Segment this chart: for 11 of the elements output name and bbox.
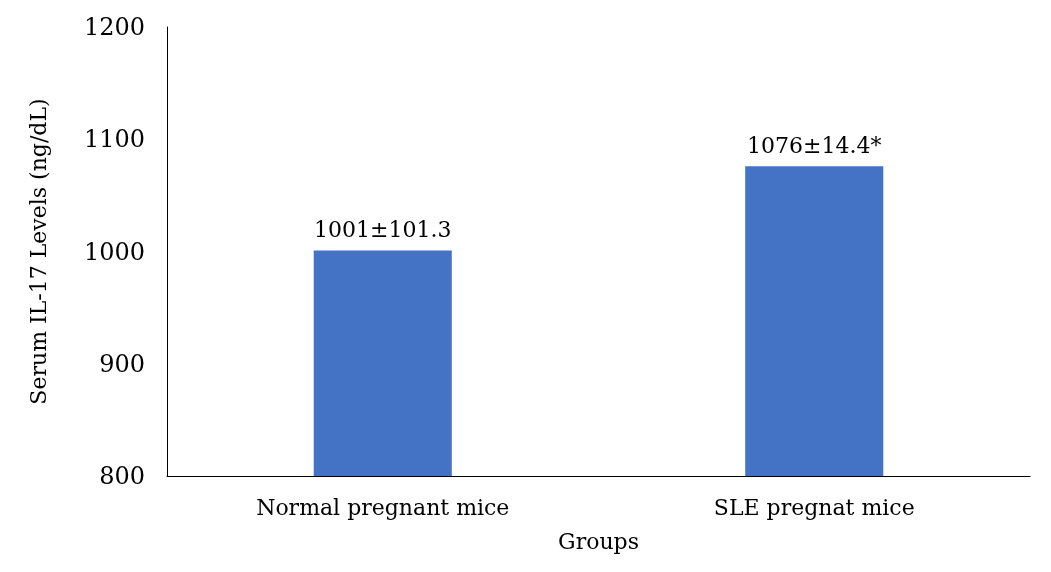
x-axis-title: Groups bbox=[558, 528, 639, 554]
x-tick-label: SLE pregnat mice bbox=[713, 494, 915, 520]
y-tick-label: 1000 bbox=[83, 237, 145, 266]
y-tick-label: 900 bbox=[99, 349, 145, 378]
y-tick-label: 1100 bbox=[83, 125, 145, 154]
data-label: 1076±14.4* bbox=[747, 132, 882, 158]
y-tick-label: 800 bbox=[99, 462, 145, 490]
y-axis-title: Serum IL-17 Levels (ng/dL) bbox=[25, 98, 51, 405]
x-tick-label: Normal pregnant mice bbox=[256, 494, 510, 520]
data-label: 1001±101.3 bbox=[314, 216, 452, 242]
y-tick-label: 1200 bbox=[83, 13, 145, 41]
